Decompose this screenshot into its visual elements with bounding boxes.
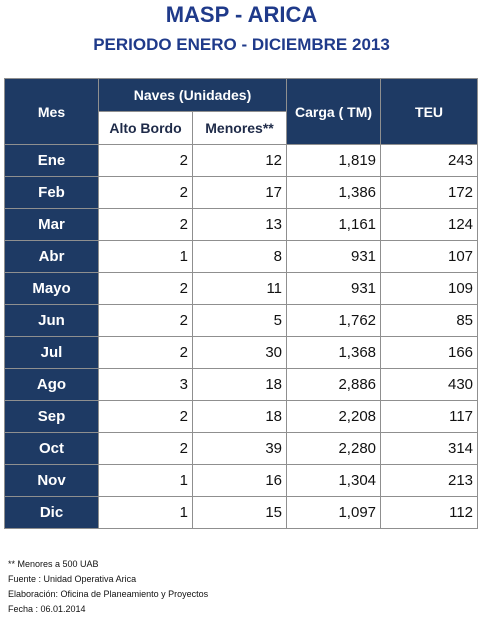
teu-cell: 117 [380,400,479,433]
teu-cell: 124 [380,208,479,241]
header-teu: TEU [380,78,479,145]
report-title: MASP - ARICA [165,2,318,27]
menores-cell: 17 [191,176,288,209]
teu-cell: 314 [380,432,479,465]
teu-cell: 213 [380,464,479,497]
alto-bordo-cell: 3 [98,368,193,401]
carga-cell: 2,208 [286,400,382,433]
carga-cell: 2,280 [286,432,382,465]
teu-cell: 107 [380,240,479,273]
table-row: Oct 2 39 2,280 314 [4,432,479,465]
carga-cell: 931 [286,240,382,273]
carga-cell: 1,097 [286,496,382,529]
teu-cell: 85 [380,304,479,337]
month-cell: Sep [4,400,99,433]
carga-cell: 1,304 [286,464,382,497]
menores-cell: 39 [191,432,288,465]
data-table: Mes Naves (Unidades) Carga ( TM) TEU Alt… [4,78,479,529]
header-naves: Naves (Unidades) [97,78,288,112]
month-cell: Mar [4,208,99,241]
footnote-fecha: Fecha : 06.01.2014 [8,604,86,614]
header-alto-bordo: Alto Bordo [98,111,193,145]
month-cell: Ago [4,368,99,401]
month-cell: Abr [4,240,99,273]
teu-cell: 109 [380,272,479,305]
alto-bordo-cell: 2 [98,304,193,337]
table-row: Feb 2 17 1,386 172 [4,176,479,209]
teu-cell: 243 [380,144,479,177]
alto-bordo-cell: 2 [98,176,193,209]
alto-bordo-cell: 2 [98,432,193,465]
alto-bordo-cell: 2 [98,208,193,241]
table-row: Ene 2 12 1,819 243 [4,144,479,177]
alto-bordo-cell: 1 [98,240,193,273]
alto-bordo-cell: 1 [98,464,193,497]
table-row: Sep 2 18 2,208 117 [4,400,479,433]
footnotes: ** Menores a 500 UAB Fuente : Unidad Ope… [8,557,208,617]
footnote-elaboracion: Elaboración: Oficina de Planeamiento y P… [8,589,209,599]
carga-cell: 1,762 [286,304,382,337]
table-row: Abr 1 8 931 107 [4,240,479,273]
table-row: Mayo 2 11 931 109 [4,272,479,305]
month-cell: Mayo [4,272,99,305]
header-mes: Mes [4,78,99,145]
alto-bordo-cell: 2 [98,336,193,369]
menores-cell: 15 [191,496,288,529]
teu-cell: 112 [380,496,479,529]
table-row: Dic 1 15 1,097 112 [4,496,479,529]
month-cell: Jun [4,304,99,337]
carga-cell: 1,161 [286,208,382,241]
menores-cell: 11 [191,272,288,305]
menores-cell: 30 [191,336,288,369]
menores-cell: 16 [191,464,288,497]
month-cell: Ene [4,144,99,177]
carga-cell: 931 [286,272,382,305]
table-row: Nov 1 16 1,304 213 [4,464,479,497]
month-cell: Feb [4,176,99,209]
header-menores: Menores** [191,111,288,145]
month-cell: Nov [4,464,99,497]
table-row: Jun 2 5 1,762 85 [4,304,479,337]
table-body: Ene 2 12 1,819 243 Feb 2 17 1,386 172 Mar 2 13 1,161 1… [4,144,479,529]
menores-cell: 13 [191,208,288,241]
month-cell: Jul [4,336,99,369]
footnote-fuente: Fuente : Unidad Operativa Arica [8,574,137,584]
report-subtitle: PERIODO ENERO - DICIEMBRE 2013 [93,35,390,54]
month-cell: Oct [4,432,99,465]
menores-cell: 8 [191,240,288,273]
footnote-menores: ** Menores a 500 UAB [8,559,99,569]
menores-cell: 5 [191,304,288,337]
menores-cell: 12 [191,144,288,177]
alto-bordo-cell: 1 [98,496,193,529]
table-row: Jul 2 30 1,368 166 [4,336,479,369]
header-carga: Carga ( TM) [286,78,382,145]
teu-cell: 430 [380,368,479,401]
alto-bordo-cell: 2 [98,400,193,433]
menores-cell: 18 [191,368,288,401]
carga-cell: 1,368 [286,336,382,369]
carga-cell: 1,386 [286,176,382,209]
month-cell: Dic [4,496,99,529]
teu-cell: 166 [380,336,479,369]
carga-cell: 2,886 [286,368,382,401]
table-row: Mar 2 13 1,161 124 [4,208,479,241]
menores-cell: 18 [191,400,288,433]
alto-bordo-cell: 2 [98,144,193,177]
teu-cell: 172 [380,176,479,209]
carga-cell: 1,819 [286,144,382,177]
table-row: Ago 3 18 2,886 430 [4,368,479,401]
alto-bordo-cell: 2 [98,272,193,305]
